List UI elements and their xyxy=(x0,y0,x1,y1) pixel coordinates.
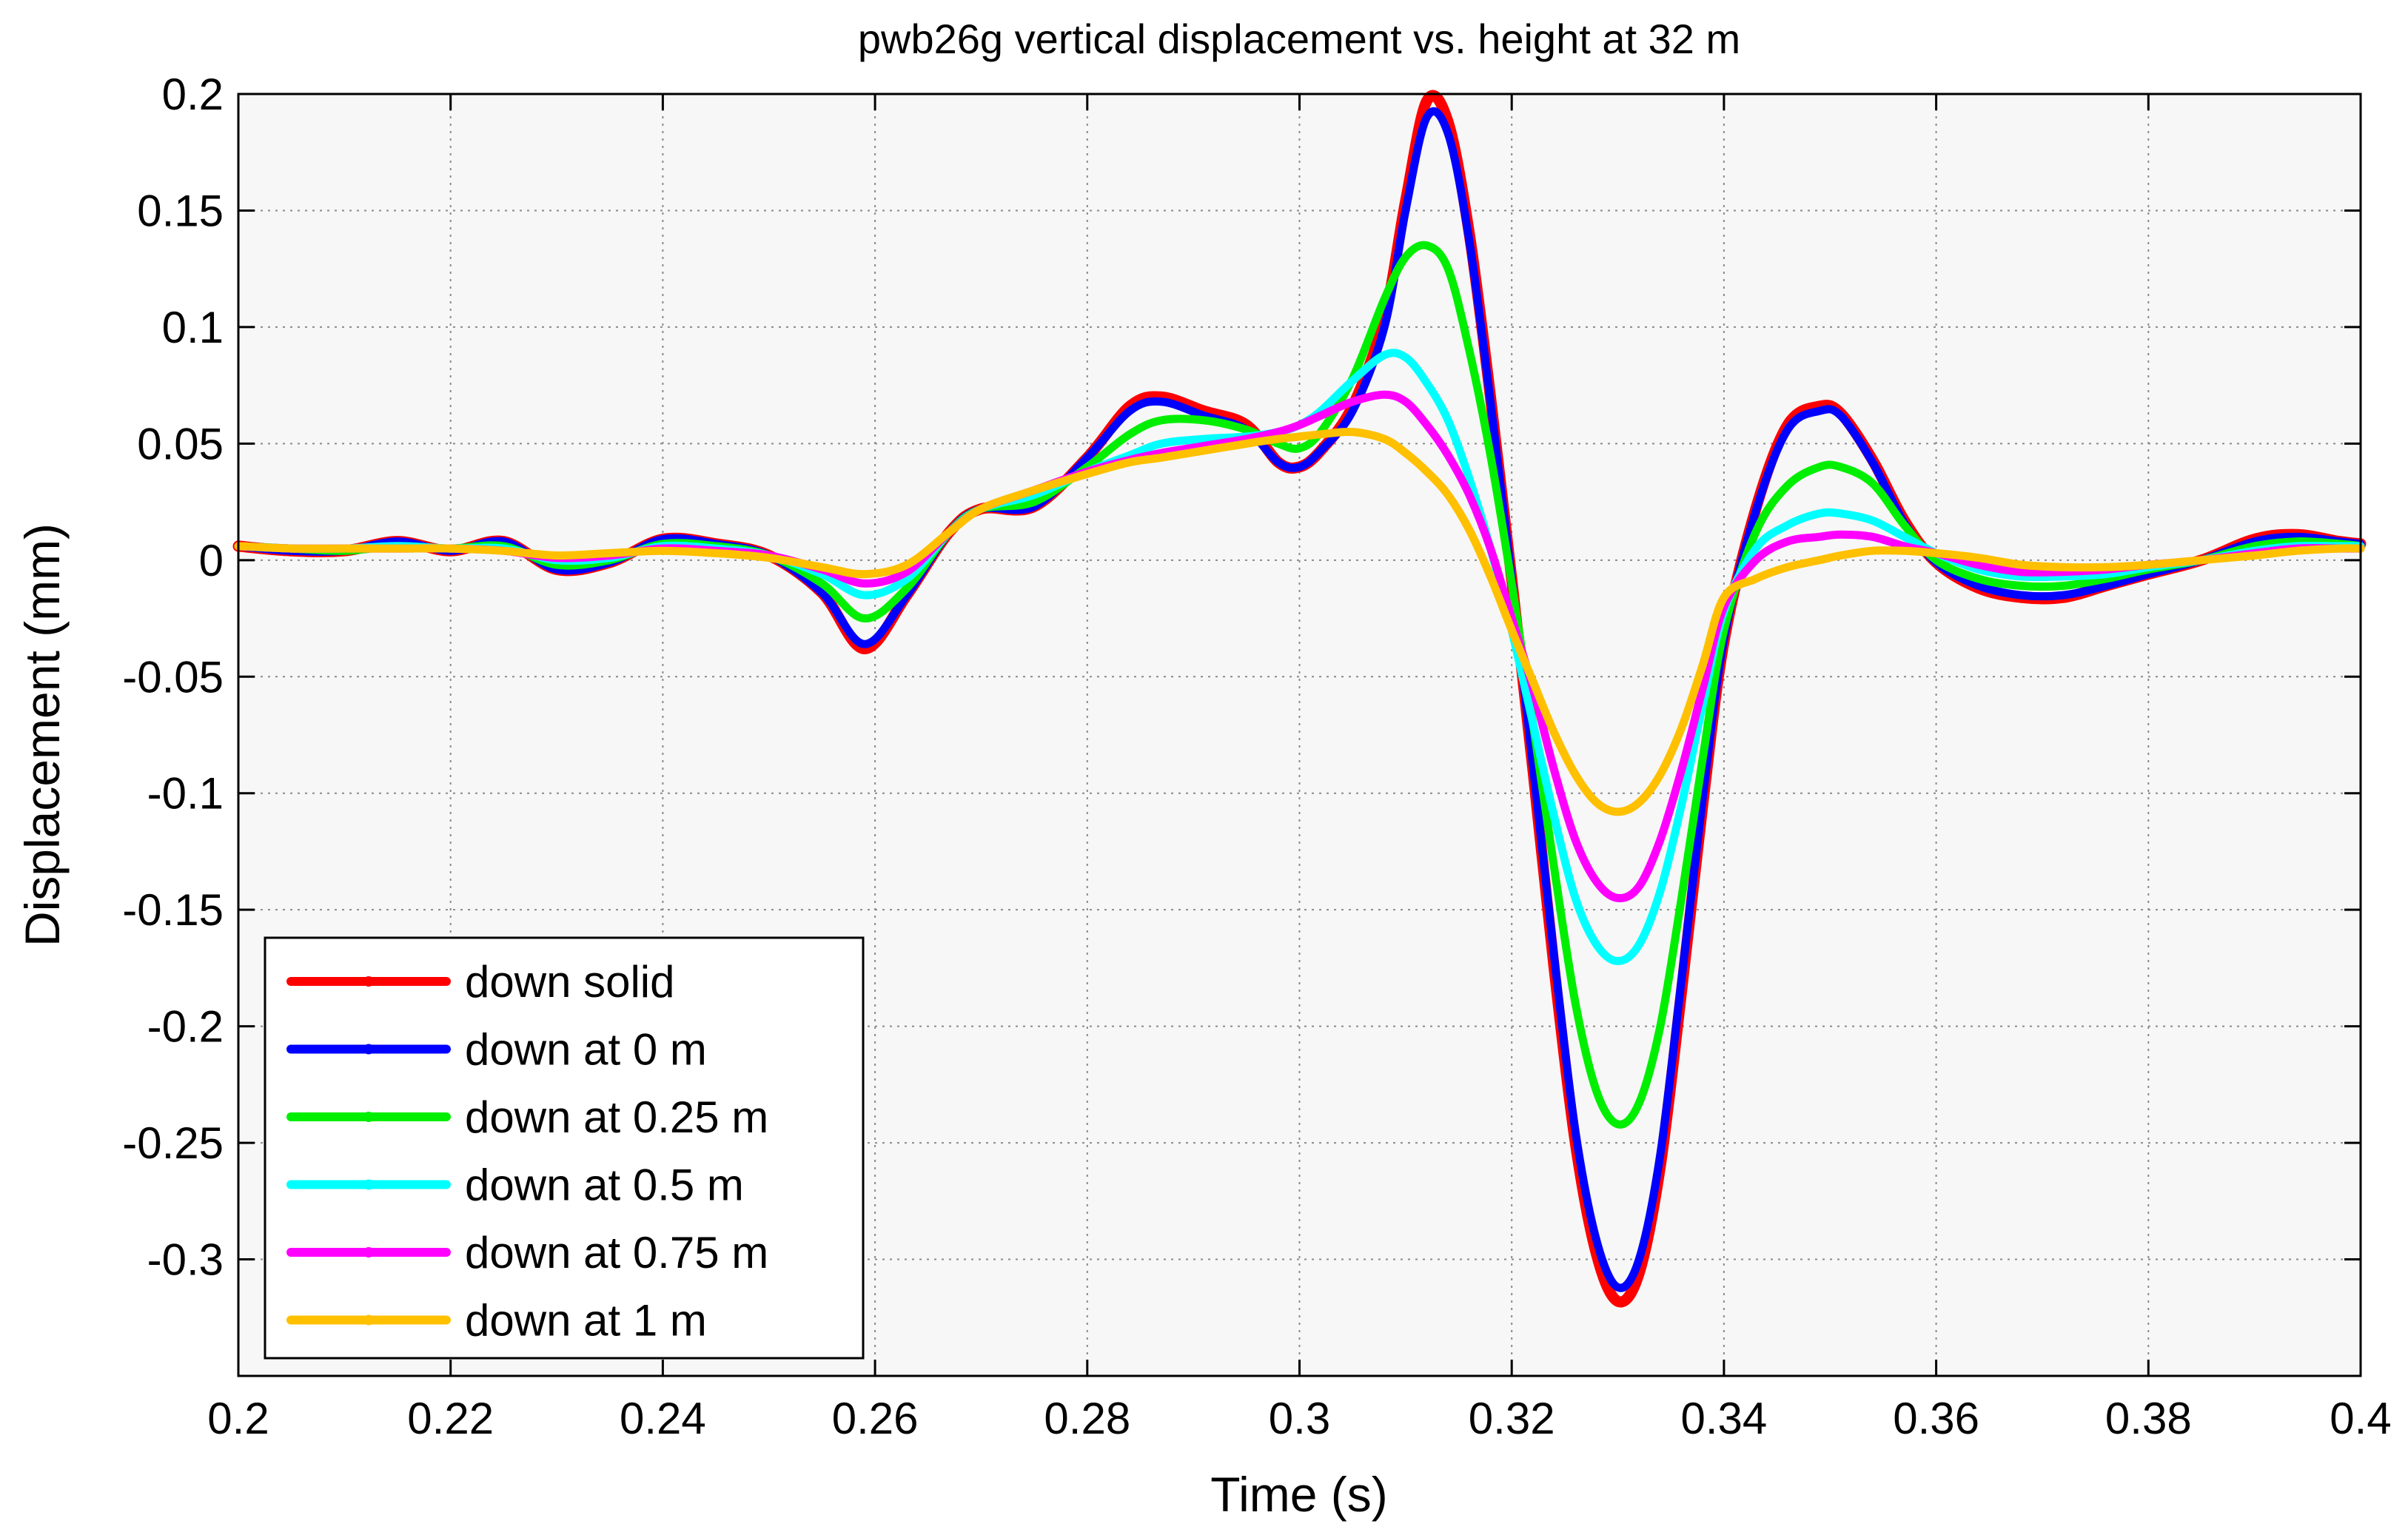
legend-marker-down-solid xyxy=(363,976,374,987)
x-tick-label: 0.28 xyxy=(1044,1394,1130,1443)
legend-label-down-at-0-25-m: down at 0.25 m xyxy=(465,1092,768,1142)
x-tick-label: 0.22 xyxy=(407,1394,494,1443)
y-tick-label: 0.15 xyxy=(137,186,224,235)
x-tick-label: 0.4 xyxy=(2330,1394,2391,1443)
y-tick-label: -0.15 xyxy=(122,885,224,935)
legend-marker-down-at-0-25-m xyxy=(363,1112,374,1122)
y-tick-label: -0.1 xyxy=(147,769,224,819)
y-tick-label: 0.1 xyxy=(162,303,224,352)
legend-marker-down-at-1-m xyxy=(363,1314,374,1326)
y-axis-label: Displacement (mm) xyxy=(15,523,70,947)
legend-box xyxy=(264,936,865,1360)
y-tick-label: -0.3 xyxy=(147,1235,224,1285)
axis-ticks: 0.2 0.22 0.24 0.26 0.28 0.3 0.32 0.34 0.36 0.38 0.… xyxy=(122,70,2391,1443)
x-tick-label: 0.26 xyxy=(832,1394,919,1443)
legend-label-down-solid: down solid xyxy=(465,957,675,1007)
x-tick-label: 0.3 xyxy=(1269,1394,1330,1443)
legend-marker-down-at-0-m xyxy=(363,1044,374,1055)
x-tick-label: 0.36 xyxy=(1893,1394,1979,1443)
data-series xyxy=(232,90,2367,1308)
y-tick-label: 0.05 xyxy=(137,419,224,469)
chart-title: pwb26g vertical displacement vs. height … xyxy=(858,16,1740,62)
x-tick-label: 0.34 xyxy=(1681,1394,1768,1443)
series-line-down-at-1-m xyxy=(234,427,2365,816)
x-tick-label: 0.2 xyxy=(207,1394,269,1443)
y-tick-label: -0.2 xyxy=(147,1002,224,1052)
x-tick-label: 0.24 xyxy=(620,1394,706,1443)
y-tick-label: 0 xyxy=(199,536,224,585)
legend-label-down-at-1-m: down at 1 m xyxy=(465,1296,707,1346)
legend: down solid down at 0 m down at 0.25 m down … xyxy=(264,936,865,1360)
legend-marker-down-at-0-5-m xyxy=(363,1179,374,1190)
legend-label-down-at-0-m: down at 0 m xyxy=(465,1025,707,1075)
series-line-down-at-0-m xyxy=(234,107,2365,1292)
y-tick-label: 0.2 xyxy=(162,70,224,119)
x-tick-label: 0.38 xyxy=(2105,1394,2192,1443)
y-tick-label: -0.05 xyxy=(122,652,224,702)
x-tick-label: 0.32 xyxy=(1469,1394,1555,1443)
x-axis-label: Time (s) xyxy=(1210,1467,1388,1522)
legend-label-down-at-0-75-m: down at 0.75 m xyxy=(465,1228,768,1277)
legend-marker-down-at-0-75-m xyxy=(363,1247,374,1257)
legend-label-down-at-0-5-m: down at 0.5 m xyxy=(465,1161,744,1210)
y-tick-label: -0.25 xyxy=(122,1118,224,1168)
